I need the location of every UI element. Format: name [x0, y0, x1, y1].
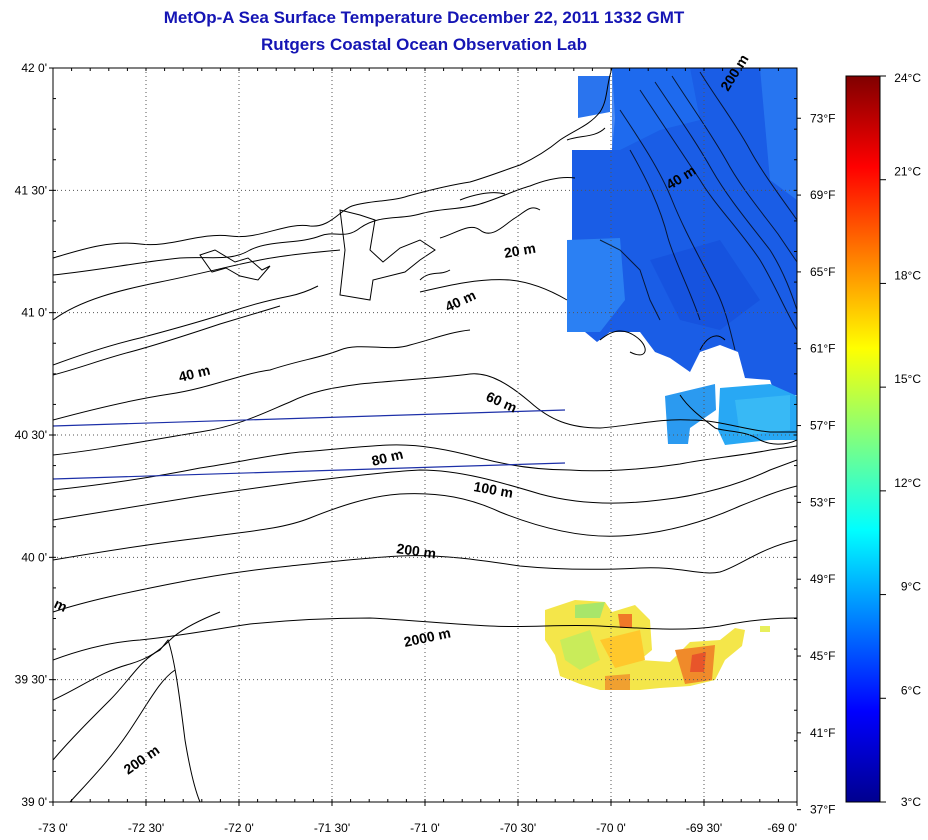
lat-tick-label: 40 30'	[15, 428, 47, 442]
lon-tick-label: -70 0'	[596, 821, 626, 835]
lon-tick-label: -69 30'	[686, 821, 722, 835]
colorbar-gradient	[845, 75, 881, 803]
colorbar-label: 6°C	[901, 683, 921, 697]
lat-tick-label: 39 0'	[21, 795, 47, 809]
isobath-label: 2000 m	[402, 624, 452, 650]
lat-tick-label: 40 0'	[21, 550, 47, 564]
lon-tick-label: -71 30'	[314, 821, 350, 835]
isobath-label: 20 m	[503, 240, 537, 261]
fahrenheit-tick-label: 45°F	[810, 649, 835, 663]
fahrenheit-tick-label: 53°F	[810, 495, 835, 509]
map-title: MetOp-A Sea Surface Temperature December…	[163, 8, 685, 27]
fahrenheit-tick-label: 69°F	[810, 188, 835, 202]
lat-tick-label: 42 0'	[21, 61, 47, 75]
fahrenheit-tick-label: 61°F	[810, 342, 835, 356]
lon-tick-label: -71 0'	[410, 821, 440, 835]
isobath-label: 40 m	[443, 287, 479, 315]
lat-tick-label: 41 0'	[21, 306, 47, 320]
fahrenheit-tick-label: 37°F	[810, 803, 835, 817]
sst-warm-patch	[545, 600, 770, 690]
colorbar: 24°C 21°C 18°C 15°C 12°C 9°C 6°C 3°C	[845, 71, 921, 809]
colorbar-label: 24°C	[894, 71, 921, 85]
map-grid	[53, 68, 797, 802]
colorbar-label: 9°C	[901, 580, 921, 594]
colorbar-label: 21°C	[894, 165, 921, 179]
fahrenheit-tick-label: 49°F	[810, 572, 835, 586]
isobath-label: 40 m	[177, 362, 212, 385]
lon-tick-label: -69 0'	[767, 821, 797, 835]
fahrenheit-tick-label: 65°F	[810, 265, 835, 279]
lon-tick-label: -72 0'	[224, 821, 254, 835]
isobath-label: 100 m	[472, 478, 514, 501]
axis-ticks: 42 0' 41 30' 41 0' 40 30' 40 0' 39 30' 39 0' -7…	[15, 61, 836, 835]
isobath-label: 200 m	[396, 540, 438, 561]
map-subtitle: Rutgers Coastal Ocean Observation Lab	[261, 35, 587, 54]
colorbar-label: 12°C	[894, 476, 921, 490]
lon-tick-label: -73 0'	[38, 821, 68, 835]
sst-cold-patch	[567, 68, 797, 445]
isobath-label: 200 m	[121, 742, 163, 778]
colorbar-label: 18°C	[894, 268, 921, 282]
fahrenheit-tick-label: 57°F	[810, 419, 835, 433]
lat-tick-label: 41 30'	[15, 183, 47, 197]
fahrenheit-tick-label: 73°F	[810, 111, 835, 125]
lon-tick-label: -70 30'	[500, 821, 536, 835]
isobaths	[53, 249, 797, 802]
colorbar-label: 3°C	[901, 795, 921, 809]
isobath-label: m	[52, 595, 70, 615]
fahrenheit-tick-label: 41°F	[810, 726, 835, 740]
lon-tick-label: -72 30'	[128, 821, 164, 835]
isobath-label: 80 m	[370, 446, 405, 469]
lat-tick-label: 39 30'	[15, 673, 47, 687]
coastline	[53, 68, 797, 445]
colorbar-label: 15°C	[894, 372, 921, 386]
transect-lines	[53, 409, 566, 480]
